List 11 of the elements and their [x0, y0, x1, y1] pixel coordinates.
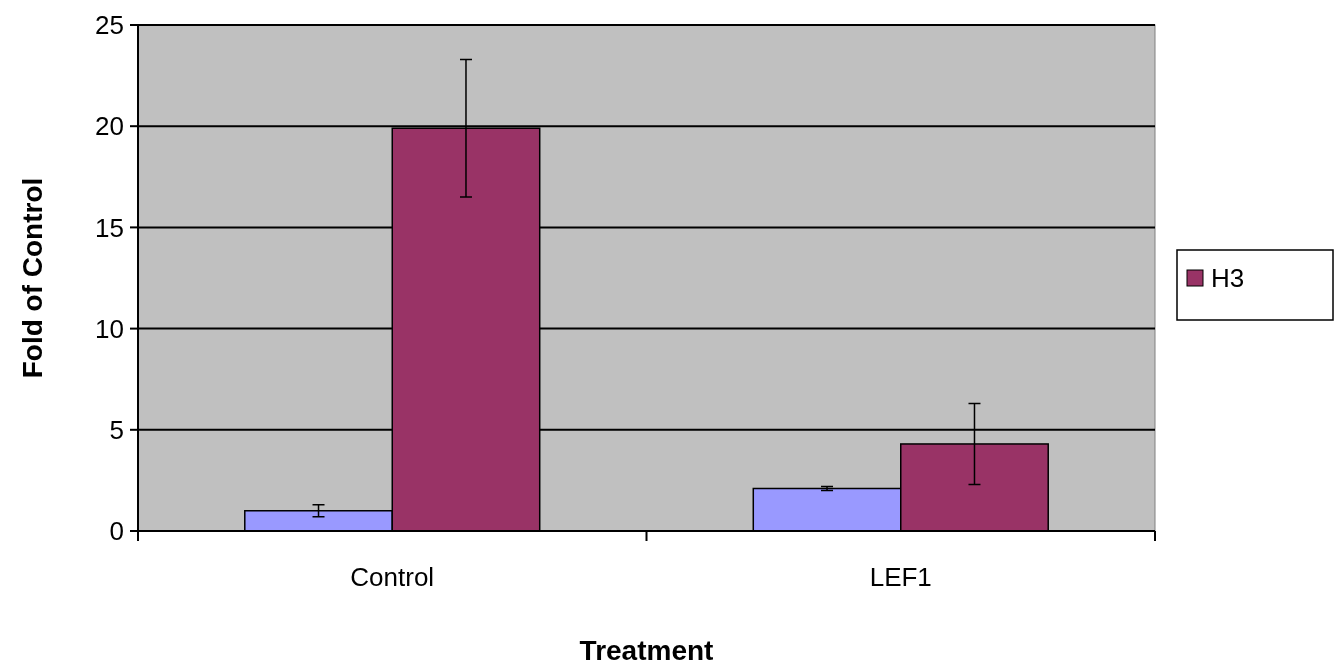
- y-tick-label: 5: [109, 414, 124, 445]
- y-tick-label: 25: [95, 10, 124, 41]
- x-axis-title: Treatment: [579, 635, 714, 666]
- y-tick-label: 0: [109, 516, 124, 547]
- x-tick-label: LEF1: [869, 562, 932, 592]
- legend-label: H3: [1211, 263, 1245, 294]
- y-tick-label: 15: [95, 212, 124, 243]
- y-tick-label: 10: [95, 313, 124, 344]
- y-tick-label: 20: [95, 111, 124, 142]
- x-tick-label: Control: [350, 562, 435, 592]
- y-axis-title: Fold of Control: [17, 177, 48, 379]
